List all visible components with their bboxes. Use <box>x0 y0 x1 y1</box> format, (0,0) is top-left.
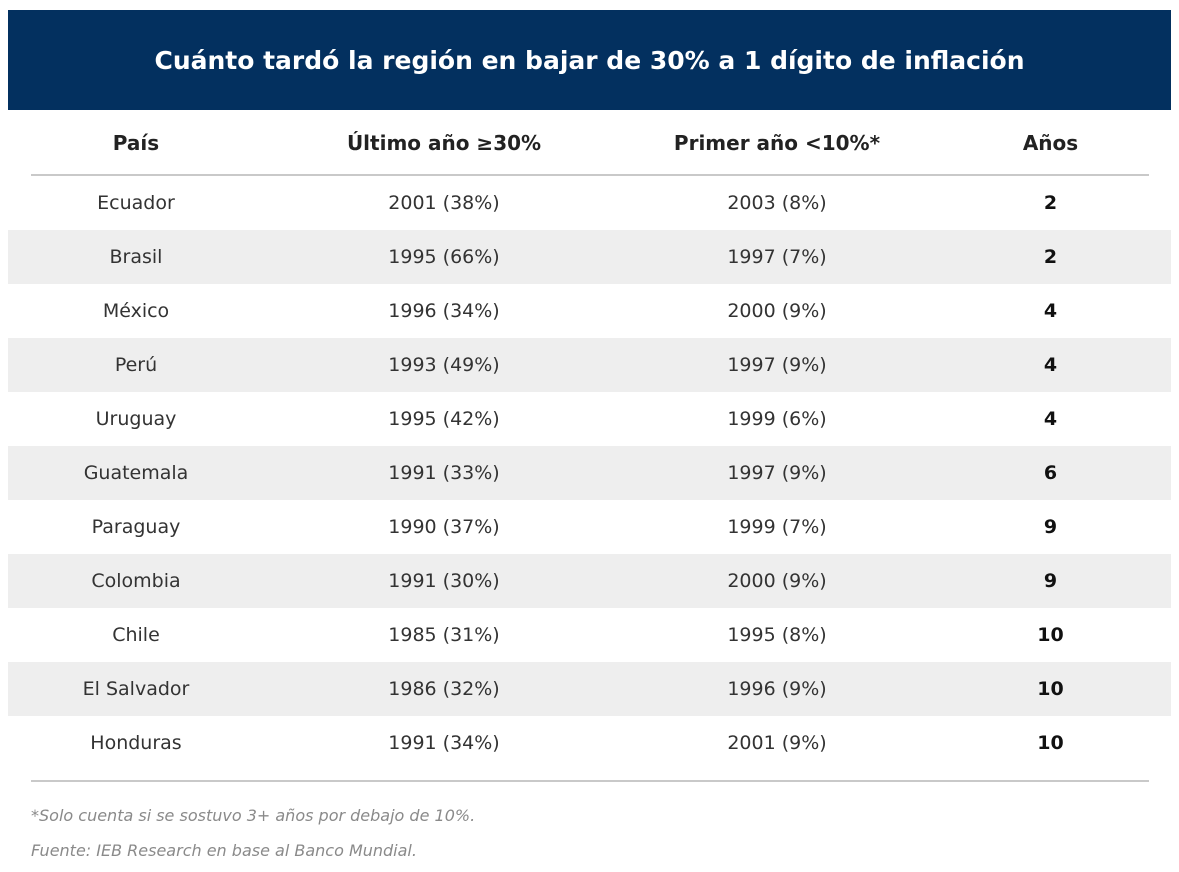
cell-last-year: 1995 (66%) <box>388 246 500 268</box>
table-row: Honduras 1991 (34%) 2001 (9%) 10 <box>8 716 1171 770</box>
cell-last-year: 1993 (49%) <box>388 354 500 376</box>
cell-first-year: 1997 (9%) <box>727 354 827 376</box>
table-row: Brasil 1995 (66%) 1997 (7%) 2 <box>8 230 1171 284</box>
cell-last-year: 1991 (30%) <box>388 570 500 592</box>
cell-last-year: 1985 (31%) <box>388 624 500 646</box>
table-row: Guatemala 1991 (33%) 1997 (9%) 6 <box>8 446 1171 500</box>
title-bar: Cuánto tardó la región en bajar de 30% a… <box>8 10 1171 110</box>
table-row: Ecuador 2001 (38%) 2003 (8%) 2 <box>8 176 1171 230</box>
cell-years: 4 <box>1043 354 1058 376</box>
cell-first-year: 2001 (9%) <box>727 732 827 754</box>
cell-last-year: 1996 (34%) <box>388 300 500 322</box>
column-header-last-year: Último año ≥30% <box>346 131 542 155</box>
cell-first-year: 1999 (6%) <box>727 408 827 430</box>
cell-country: Ecuador <box>97 192 175 214</box>
cell-country: Paraguay <box>91 516 181 538</box>
table-row: El Salvador 1986 (32%) 1996 (9%) 10 <box>8 662 1171 716</box>
table-body: Ecuador 2001 (38%) 2003 (8%) 2 Brasil 1995 (6… <box>8 176 1171 770</box>
column-header-years: Años <box>1022 131 1079 155</box>
cell-country: México <box>102 300 170 322</box>
cell-country: Colombia <box>91 570 181 592</box>
cell-years: 6 <box>1043 462 1058 484</box>
cell-years: 2 <box>1043 192 1058 214</box>
cell-years: 2 <box>1043 246 1058 268</box>
cell-years: 10 <box>1037 678 1064 700</box>
column-header-first-year: Primer año <10%* <box>673 131 881 155</box>
cell-country: Honduras <box>90 732 182 754</box>
cell-country: Chile <box>112 624 160 646</box>
cell-years: 9 <box>1043 516 1058 538</box>
cell-years: 10 <box>1037 732 1064 754</box>
chart-title: Cuánto tardó la región en bajar de 30% a… <box>154 45 1025 75</box>
cell-last-year: 2001 (38%) <box>388 192 500 214</box>
header-row: País Último año ≥30% Primer año <10%* Añ… <box>8 110 1171 176</box>
cell-last-year: 1986 (32%) <box>388 678 500 700</box>
cell-country: Guatemala <box>83 462 189 484</box>
table-row: Chile 1985 (31%) 1995 (8%) 10 <box>8 608 1171 662</box>
cell-years: 4 <box>1043 300 1058 322</box>
source-note: Fuente: IEB Research en base al Banco Mu… <box>31 841 417 860</box>
cell-first-year: 2000 (9%) <box>727 300 827 322</box>
cell-first-year: 1999 (7%) <box>727 516 827 538</box>
cell-years: 9 <box>1043 570 1058 592</box>
cell-first-year: 1997 (9%) <box>727 462 827 484</box>
table-row: Paraguay 1990 (37%) 1999 (7%) 9 <box>8 500 1171 554</box>
cell-last-year: 1990 (37%) <box>388 516 500 538</box>
header-divider <box>31 174 1149 176</box>
inflation-table: País Último año ≥30% Primer año <10%* Añ… <box>8 110 1171 770</box>
cell-first-year: 2000 (9%) <box>727 570 827 592</box>
footnote: *Solo cuenta si se sostuvo 3+ años por d… <box>31 806 476 825</box>
cell-first-year: 1997 (7%) <box>727 246 827 268</box>
table-row: Perú 1993 (49%) 1997 (9%) 4 <box>8 338 1171 392</box>
cell-first-year: 1996 (9%) <box>727 678 827 700</box>
cell-years: 4 <box>1043 408 1058 430</box>
cell-country: Perú <box>114 354 158 376</box>
table-row: Colombia 1991 (30%) 2000 (9%) 9 <box>8 554 1171 608</box>
table-row: Uruguay 1995 (42%) 1999 (6%) 4 <box>8 392 1171 446</box>
cell-country: El Salvador <box>82 678 190 700</box>
cell-years: 10 <box>1037 624 1064 646</box>
table-row: México 1996 (34%) 2000 (9%) 4 <box>8 284 1171 338</box>
cell-first-year: 1995 (8%) <box>727 624 827 646</box>
cell-first-year: 2003 (8%) <box>727 192 827 214</box>
cell-last-year: 1995 (42%) <box>388 408 500 430</box>
cell-last-year: 1991 (33%) <box>388 462 500 484</box>
cell-country: Uruguay <box>95 408 177 430</box>
cell-country: Brasil <box>109 246 163 268</box>
table-container: País Último año ≥30% Primer año <10%* Añ… <box>8 110 1171 770</box>
cell-last-year: 1991 (34%) <box>388 732 500 754</box>
column-header-country: País <box>112 131 160 155</box>
table-bottom-divider <box>31 780 1149 782</box>
